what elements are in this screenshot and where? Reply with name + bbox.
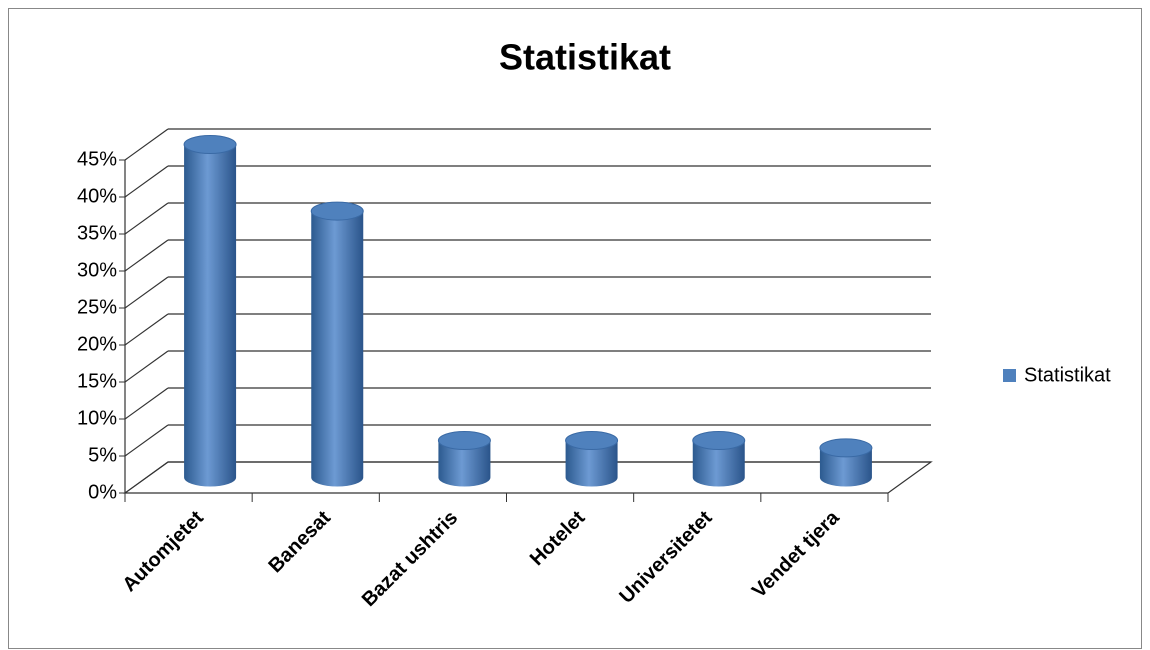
bar bbox=[183, 135, 237, 487]
grid-line bbox=[124, 387, 169, 420]
grid-line bbox=[124, 239, 169, 272]
y-tick-label: 15% bbox=[77, 370, 117, 392]
bar bbox=[310, 201, 364, 487]
y-tick-label: 10% bbox=[77, 407, 117, 429]
grid-line bbox=[124, 424, 169, 457]
y-tick-label: 40% bbox=[77, 185, 117, 207]
chart-border bbox=[8, 8, 1142, 649]
bar-body bbox=[184, 144, 237, 487]
y-tick-label: 20% bbox=[77, 333, 117, 355]
bar-top bbox=[565, 431, 619, 450]
bar-body bbox=[819, 447, 872, 487]
grid-line bbox=[124, 461, 169, 494]
y-tick-label: 30% bbox=[77, 259, 117, 281]
y-tick-label: 0% bbox=[88, 481, 117, 503]
grid-line bbox=[124, 128, 169, 161]
y-tick-label: 25% bbox=[77, 296, 117, 318]
y-tick-label: 5% bbox=[88, 444, 117, 466]
bar-body bbox=[311, 211, 364, 487]
grid-line bbox=[124, 165, 169, 198]
bar-top bbox=[183, 135, 237, 154]
grid-line bbox=[124, 276, 169, 309]
bar-top bbox=[819, 438, 873, 458]
grid-line bbox=[124, 350, 169, 383]
bar-top bbox=[437, 431, 491, 450]
y-tick-label: 45% bbox=[77, 148, 117, 170]
bar bbox=[437, 431, 491, 487]
chart-title: Statistikat bbox=[499, 37, 671, 78]
bar-body bbox=[438, 440, 491, 487]
grid-line bbox=[124, 202, 169, 235]
bar bbox=[819, 438, 873, 487]
bar-body bbox=[565, 440, 618, 487]
y-tick-label: 35% bbox=[77, 222, 117, 244]
bar-body bbox=[692, 440, 745, 487]
legend-label: Statistikat bbox=[1024, 364, 1111, 386]
bar-top bbox=[692, 431, 746, 450]
bar bbox=[692, 431, 746, 487]
legend-swatch bbox=[1003, 369, 1016, 382]
grid-line bbox=[124, 313, 169, 346]
bar-top bbox=[310, 201, 364, 221]
bar bbox=[565, 431, 619, 487]
